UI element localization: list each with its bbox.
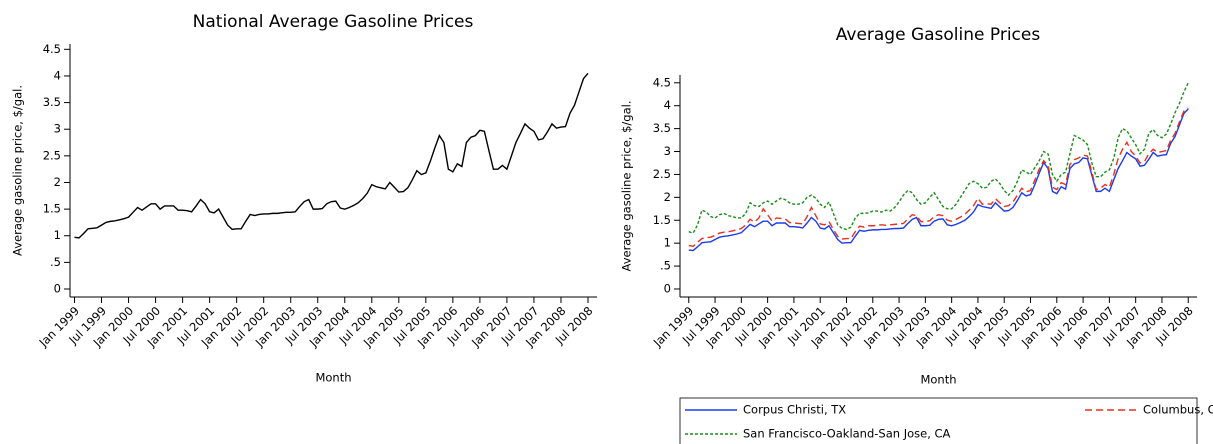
y-tick-label: 3	[54, 122, 61, 136]
y-tick-label: 2	[54, 175, 61, 189]
x-axis-label: Month	[315, 371, 351, 385]
y-tick-label: 1	[54, 228, 61, 242]
y-tick-label: 2.5	[653, 167, 671, 181]
y-tick-label: .5	[660, 259, 671, 273]
y-tick-label: 0	[664, 281, 671, 295]
price-line	[688, 108, 1189, 252]
y-tick-label: 1.5	[653, 213, 671, 227]
y-tick-label: 3	[664, 144, 671, 158]
price-line	[74, 72, 589, 239]
y-axis-label: Average gasoline price, $/gal.	[620, 101, 634, 272]
legend-label: Corpus Christi, TX	[743, 403, 846, 417]
y-tick-label: .5	[50, 255, 61, 269]
legend-label: Columbus, OH	[1143, 403, 1213, 417]
chart-title: Average Gasoline Prices	[836, 25, 1041, 45]
price-line	[688, 82, 1189, 234]
price-line	[688, 107, 1189, 248]
chart-title: National Average Gasoline Prices	[193, 12, 474, 32]
y-tick-label: 4.5	[43, 42, 61, 56]
x-axis-label: Month	[920, 373, 956, 387]
y-tick-label: 3.5	[43, 95, 61, 109]
y-tick-label: 0	[54, 282, 61, 296]
y-tick-label: 4.5	[653, 75, 671, 89]
y-tick-label: 3.5	[653, 121, 671, 135]
y-tick-label: 4	[54, 68, 61, 82]
legend-label: San Francisco-Oakland-San Jose, CA	[743, 427, 951, 441]
legend-box	[679, 397, 1198, 444]
y-tick-label: 1.5	[43, 202, 61, 216]
y-tick-label: 2	[664, 190, 671, 204]
y-axis-label: Average gasoline price, $/gal.	[11, 85, 25, 256]
y-tick-label: 1	[664, 236, 671, 250]
y-tick-label: 2.5	[43, 148, 61, 162]
y-tick-label: 4	[664, 98, 671, 112]
